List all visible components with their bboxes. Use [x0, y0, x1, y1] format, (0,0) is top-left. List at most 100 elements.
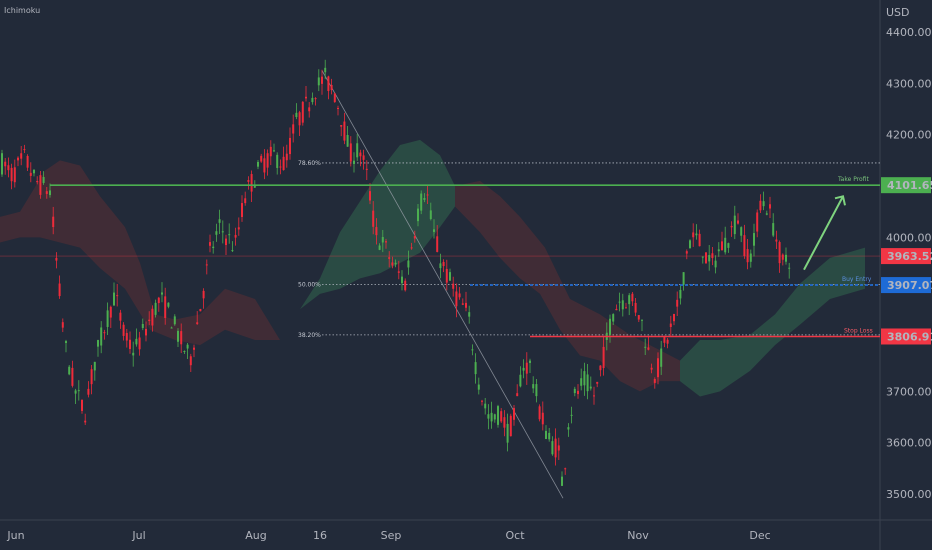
candle-body	[289, 137, 291, 155]
candle-body	[759, 200, 762, 211]
candle-body	[317, 77, 320, 86]
candle-body	[548, 432, 551, 440]
candle-body	[141, 323, 144, 329]
candle-body	[42, 176, 45, 183]
candle-body	[538, 406, 541, 420]
candle-body	[781, 254, 784, 260]
candle-body	[737, 220, 739, 224]
candle-body	[65, 341, 67, 343]
candle-body	[743, 235, 746, 257]
candle-body	[695, 233, 698, 236]
candle-body	[228, 234, 231, 236]
candle-body	[55, 257, 58, 261]
candle-body	[45, 191, 48, 194]
candle-body	[413, 236, 416, 239]
price-tick-label: 4400.00	[886, 26, 932, 39]
time-tick-label: Oct	[505, 529, 525, 542]
candle-body	[180, 331, 183, 345]
candle-body	[545, 430, 547, 439]
candle-body	[753, 233, 755, 246]
price-tick-label: 3700.00	[886, 385, 932, 398]
candle-body	[324, 67, 327, 73]
candlestick-series	[1, 59, 791, 486]
candle-body	[669, 323, 672, 327]
candle-body	[103, 332, 106, 334]
candle-body	[13, 167, 16, 183]
candle-body	[621, 300, 624, 310]
fibonacci-retracement: 78.60% 50.00% 38.20%	[298, 70, 880, 499]
candle-body	[468, 312, 471, 317]
candle-body	[445, 268, 448, 283]
time-tick-label: Dec	[749, 529, 770, 542]
candle-body	[634, 302, 637, 313]
candle-body	[253, 184, 256, 188]
candle-body	[199, 308, 202, 312]
candle-body	[721, 241, 723, 251]
candle-body	[724, 237, 727, 253]
candle-body	[263, 158, 266, 173]
candle-body	[490, 412, 493, 422]
candle-body	[161, 292, 163, 295]
candle-body	[340, 124, 343, 127]
candle-body	[493, 414, 496, 420]
currency-label: USD	[886, 6, 910, 19]
candle-body	[333, 93, 336, 103]
candle-body	[276, 154, 279, 168]
candle-body	[196, 322, 199, 325]
candle-body	[513, 408, 515, 420]
fib-level-label: 38.20%	[298, 332, 321, 339]
candle-body	[385, 241, 387, 243]
candle-body	[346, 135, 349, 147]
candle-body	[202, 290, 205, 299]
candle-body	[705, 252, 707, 264]
candle-body	[567, 427, 570, 430]
candle-body	[689, 240, 691, 249]
projection-arrow	[803, 195, 844, 271]
candle-body	[535, 384, 538, 397]
candle-body	[285, 153, 288, 161]
candle-body	[138, 337, 141, 350]
candle-body	[429, 210, 432, 220]
candle-body	[257, 161, 259, 167]
candle-body	[397, 271, 400, 273]
candle-body	[209, 242, 211, 246]
price-axis: 4400.00 4300.00 4200.00 4000.00 3700.00 3600.…	[886, 26, 932, 501]
candle-body	[484, 403, 487, 409]
candle-body	[509, 415, 512, 437]
candle-body	[279, 166, 282, 168]
candle-body	[481, 400, 483, 402]
candle-body	[756, 212, 759, 232]
candle-body	[337, 107, 339, 109]
candle-body	[295, 112, 298, 118]
candle-body	[68, 366, 71, 375]
candle-body	[458, 293, 461, 298]
candle-body	[596, 381, 599, 384]
candle-body	[500, 411, 503, 422]
candle-body	[106, 310, 109, 327]
candle-body	[369, 191, 371, 201]
candle-body	[391, 262, 394, 266]
candle-body	[39, 175, 42, 195]
candle-body	[221, 231, 224, 233]
candle-body	[519, 374, 522, 387]
candle-body	[215, 231, 218, 235]
price-tick-label: 3500.00	[886, 488, 932, 501]
candle-body	[26, 156, 29, 168]
candle-body	[503, 417, 506, 428]
candle-body	[426, 194, 429, 196]
candle-body	[599, 365, 602, 371]
candle-body	[154, 302, 157, 315]
candle-body	[308, 107, 311, 112]
candle-body	[193, 347, 195, 350]
candle-body	[775, 239, 778, 242]
stop-loss-price-value: 3806.91	[887, 330, 932, 343]
candle-body	[660, 348, 663, 367]
candle-body	[449, 272, 451, 281]
candle-body	[109, 306, 112, 318]
candle-body	[132, 352, 135, 356]
candle-body	[529, 360, 531, 363]
indicator-label: Ichimoku	[4, 6, 40, 15]
cloud-bull-1	[300, 139, 455, 310]
candle-body	[1, 153, 3, 175]
